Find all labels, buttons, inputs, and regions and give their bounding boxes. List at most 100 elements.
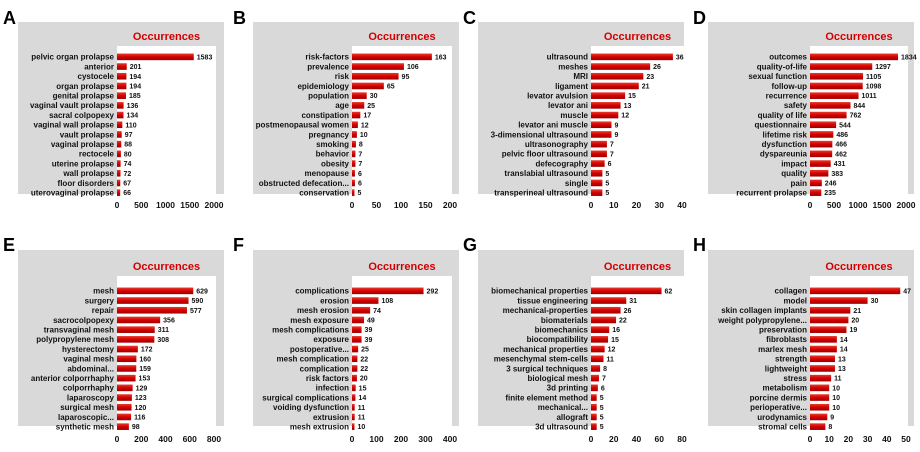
category-label: risk [335,72,350,81]
x-tick-label: 0 [350,200,355,210]
data-label: 466 [835,142,847,149]
data-label: 36 [676,54,684,61]
x-tick-label: 60 [655,434,665,444]
category-label: lightweight [765,364,808,373]
category-label: pelvic floor ultrasound [502,150,588,159]
bar [352,345,359,353]
category-label: surgical mesh [60,403,114,412]
data-label: 134 [126,113,138,120]
category-label: quality-of-life [757,62,808,71]
category-label: biological mesh [528,374,589,383]
category-label: 3d printing [547,384,588,393]
data-label: 172 [141,347,153,354]
category-label: model [783,296,807,305]
category-label: 3d ultrasound [535,422,588,431]
bar [810,72,864,80]
data-label: 106 [407,64,419,71]
data-label: 311 [158,327,169,334]
category-label: floor disorders [58,179,115,188]
data-label: 1834 [901,54,917,61]
bar [810,297,868,304]
bar [810,169,829,177]
data-label: 74 [124,161,132,168]
category-label: tissue engineering [517,296,588,305]
bar [352,374,357,382]
data-label: 7 [358,161,362,168]
category-label: safety [784,101,808,110]
category-label: stress [783,374,807,383]
data-label: 65 [387,83,395,90]
bar [352,63,404,70]
category-label: smoking [316,140,349,149]
data-label: 15 [359,385,367,392]
category-label: vaginal vault prolapse [30,101,115,110]
x-tick-label: 40 [677,200,687,210]
data-label: 21 [642,83,650,90]
data-label: 110 [125,122,136,129]
category-label: metabolism [763,384,807,393]
category-label: cystocele [78,72,115,81]
bar [117,140,122,148]
bar [591,306,621,314]
data-label: 5 [605,171,609,178]
bar [352,111,361,119]
data-label: 153 [139,376,151,383]
bar [117,287,194,295]
category-label: skin collagen implants [721,306,807,315]
bar [352,92,367,99]
data-label: 22 [360,356,368,363]
x-tick-label: 0 [808,434,813,444]
bar [810,413,828,421]
category-label: quality of life [758,111,808,120]
data-label: 39 [365,337,373,344]
category-label: colporrhaphy [63,384,115,393]
bar [810,374,832,382]
bar [810,160,831,167]
category-label: perioperative... [750,403,807,412]
panel-letter: B [233,8,246,28]
data-label: 5 [357,190,361,197]
bar [352,394,356,401]
chart-panel-h: H Occurrences collagen 47 model 30 skin collag… [693,235,914,444]
bar [352,189,355,196]
chart-panel-a: A Occurrences pelvic organ prolapse 1583 ant… [3,8,224,210]
bar [591,384,598,392]
data-label: 97 [125,132,133,139]
bar [352,150,356,158]
plot-area [352,46,452,198]
category-label: impact [781,159,807,168]
data-label: 462 [835,151,847,158]
bar [117,297,189,304]
data-label: 80 [124,151,132,158]
x-tick-label: 0 [808,200,813,210]
bar [810,111,847,119]
x-tick-label: 30 [863,434,873,444]
data-label: 5 [600,405,604,412]
data-label: 1011 [862,93,877,100]
data-label: 66 [123,190,131,197]
bar [810,287,901,295]
data-label: 5 [600,414,604,421]
category-label: allograft [556,413,588,422]
category-label: translabial ultrasound [504,169,588,178]
bar [810,140,833,148]
category-label: mesh complication [277,355,350,364]
x-tick-label: 200 [394,434,408,444]
category-label: levator avulsion [527,91,588,100]
category-label: dyspareunia [760,150,808,159]
bar [591,131,612,138]
bar [591,189,603,196]
bar [591,160,605,167]
bar [591,121,612,129]
bar [117,150,121,158]
bar [117,92,126,99]
data-label: 12 [361,122,369,129]
data-label: 10 [832,385,840,392]
bar [591,336,609,343]
category-label: age [335,101,349,110]
chart-panel-c: C Occurrences ultrasound 36 meshes 26 MRI 23 lig… [463,8,687,210]
bar [117,169,121,177]
bar [117,423,129,430]
category-label: sexual function [748,72,807,81]
x-tick-label: 500 [827,200,841,210]
